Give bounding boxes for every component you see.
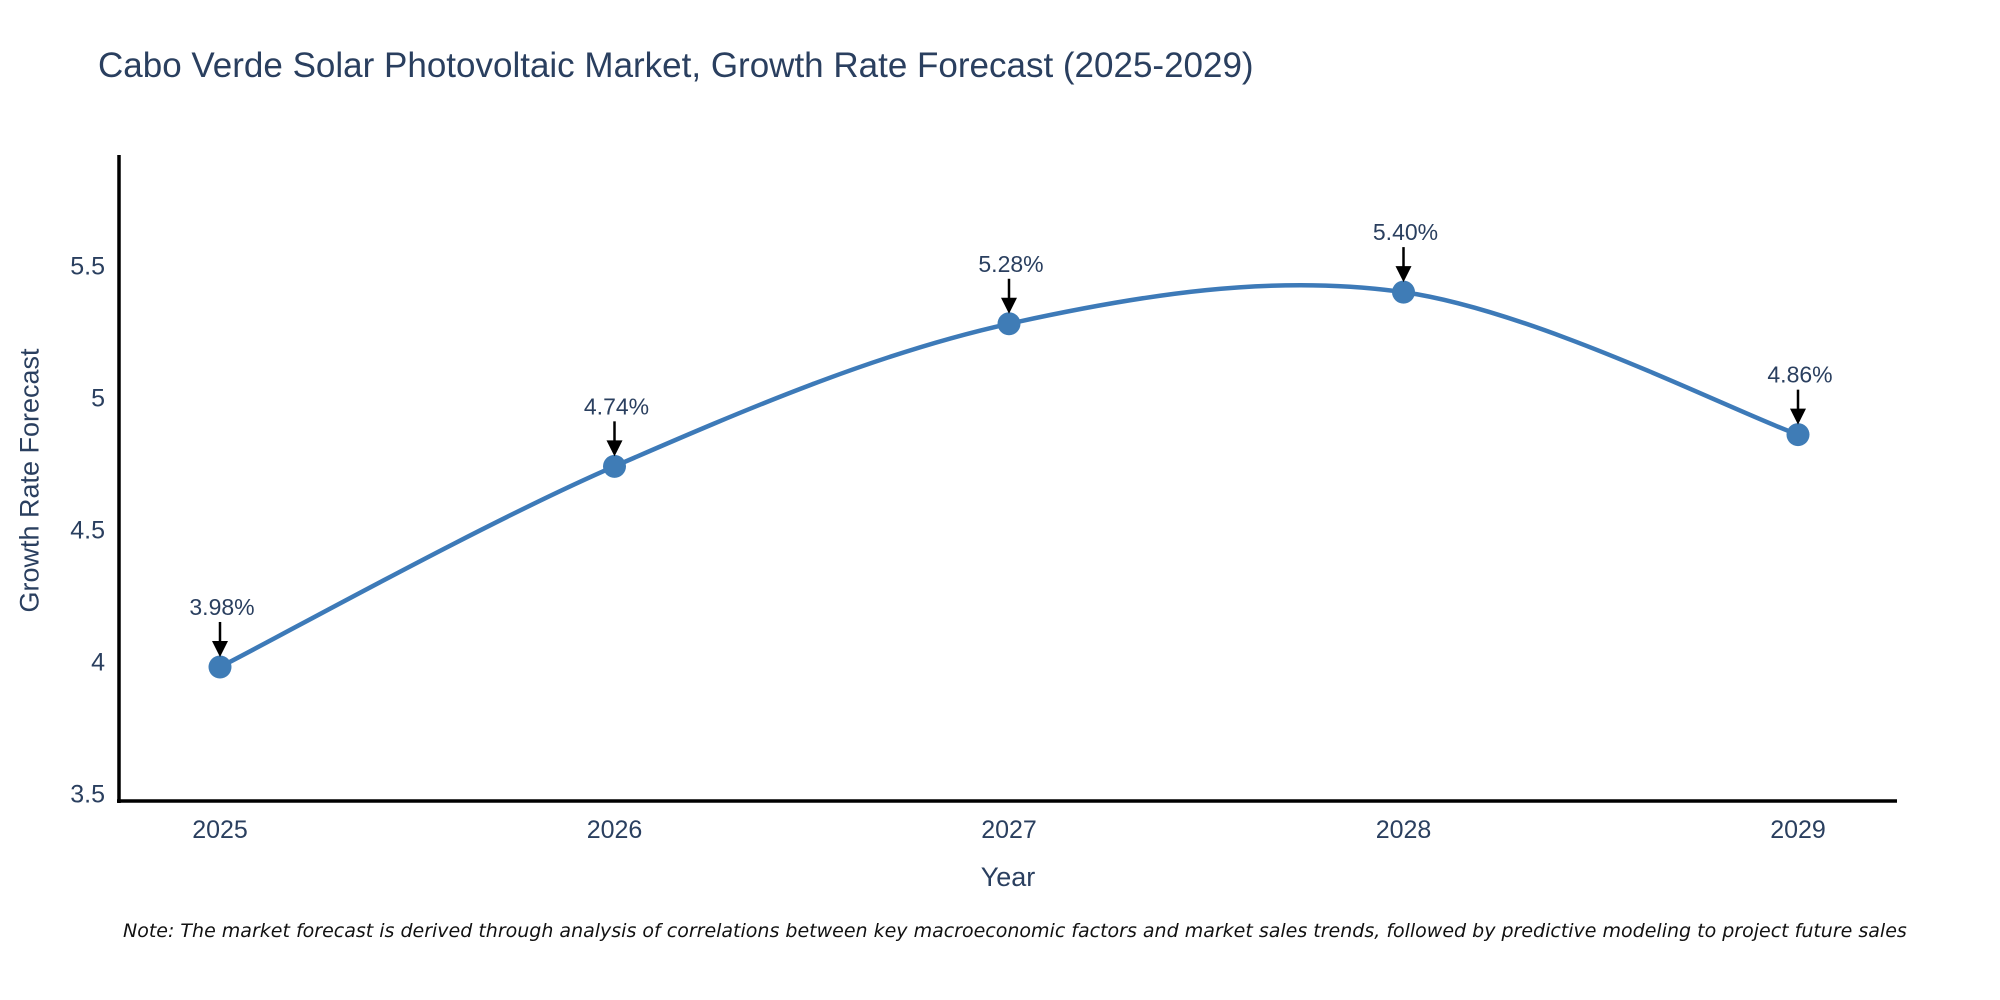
footnote: Note: The market forecast is derived thr… xyxy=(123,920,1907,942)
x-tick-label: 2029 xyxy=(1770,816,1826,844)
data-point-label: 5.28% xyxy=(978,251,1043,277)
y-tick-label: 4 xyxy=(91,649,105,677)
annotation-arrowhead xyxy=(1395,266,1412,283)
data-point-label: 4.74% xyxy=(584,393,649,419)
y-tick-label: 5.5 xyxy=(70,253,105,281)
annotation-arrowhead xyxy=(1001,297,1017,314)
annotation-arrowhead xyxy=(606,440,623,457)
annotation-arrowhead xyxy=(212,640,228,657)
x-tick-label: 2028 xyxy=(1376,816,1432,844)
x-tick-label: 2026 xyxy=(587,816,643,844)
x-axis-title: Year xyxy=(980,862,1036,892)
y-tick-label: 5 xyxy=(91,385,105,413)
x-tick-label: 2025 xyxy=(192,816,248,844)
data-point-marker xyxy=(1786,423,1810,447)
x-tick-label: 2027 xyxy=(981,816,1037,844)
data-point-marker xyxy=(208,655,232,679)
data-point-marker xyxy=(997,312,1021,336)
y-tick-label: 3.5 xyxy=(70,781,105,809)
data-point-marker xyxy=(1392,280,1415,304)
data-point-label: 3.98% xyxy=(189,594,254,620)
y-tick-label: 4.5 xyxy=(70,517,105,545)
data-point-label: 5.40% xyxy=(1373,219,1438,245)
chart-title: Cabo Verde Solar Photovoltaic Market, Gr… xyxy=(98,46,1254,85)
forecast-line xyxy=(218,282,1799,669)
data-point-label: 4.86% xyxy=(1767,362,1832,388)
data-point-marker xyxy=(603,454,626,478)
annotation-arrowhead xyxy=(1790,408,1806,425)
